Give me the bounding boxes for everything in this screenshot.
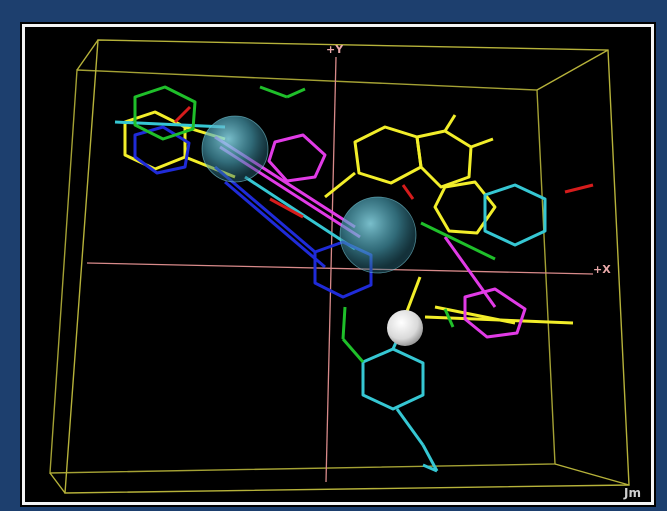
viewer-watermark: Jm [624,486,641,500]
molecule-scene[interactable] [25,27,651,502]
y-axis-label: +Y [326,43,344,56]
pharmacophore-sphere-2 [339,196,417,274]
molecule-green [133,85,496,363]
excluded-volume-sphere [387,310,423,346]
molecule-red [173,105,594,219]
pharmacophore-sphere-1 [201,115,269,183]
x-axis-label: +X [593,263,611,276]
coordinate-axes [86,56,594,483]
bounding-box [49,39,630,494]
molecule-viewer[interactable]: +Y +X Jm [20,22,656,507]
molecule-cyan [114,120,547,473]
